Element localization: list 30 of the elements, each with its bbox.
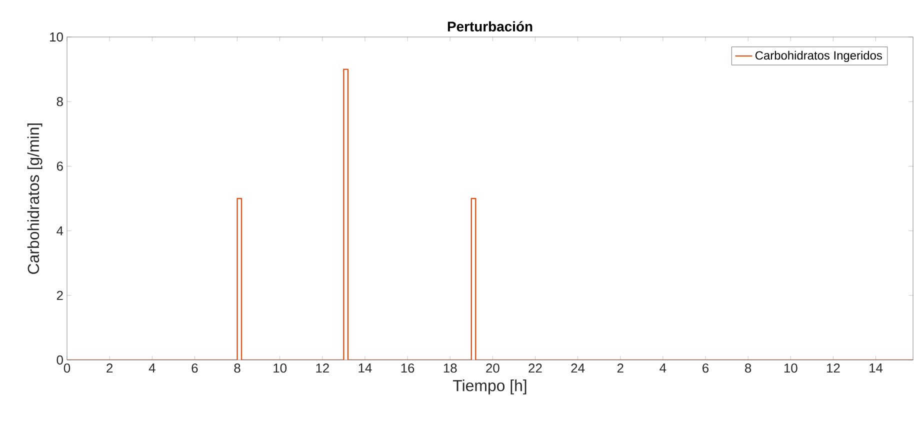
x-tick-label: 20 [486,364,500,373]
x-tick-label: 2 [617,364,624,373]
x-tick-label: 14 [358,364,372,372]
y-tick-label: 4 [56,226,64,236]
x-tick-label: 18 [444,364,457,373]
x-tick-label: 12 [316,364,329,373]
x-tick-label: 8 [234,364,240,373]
y-axis-title: Carbohidratos [g/min] [27,123,42,274]
x-axis-title: Tiempo [h] [453,380,526,394]
x-tick-label: 4 [148,364,156,372]
x-tick-label: 6 [192,364,198,373]
x-tick-label: 14 [870,364,883,372]
x-tick-label: 8 [745,364,752,373]
x-tick-label: 16 [401,364,414,373]
y-tick-label: 2 [56,290,63,300]
x-tick-label: 22 [528,364,542,373]
x-tick-label: 6 [702,364,709,373]
legend-label: Carbohidratos Ingeridos [755,50,882,62]
x-tick-label: 0 [64,364,70,373]
y-tick-label: 6 [56,162,63,171]
chart-title: Perturbación [448,21,532,32]
x-tick-label: 2 [106,364,113,373]
x-tick-label: 24 [571,364,585,373]
y-tick-label: 0 [56,355,63,365]
y-tick-label: 10 [50,32,63,42]
x-tick-label: 4 [660,364,666,372]
x-tick-label: 10 [784,364,798,373]
y-tick-label: 8 [56,97,63,106]
x-tick-label: 10 [274,364,287,373]
x-tick-label: 12 [826,364,840,373]
